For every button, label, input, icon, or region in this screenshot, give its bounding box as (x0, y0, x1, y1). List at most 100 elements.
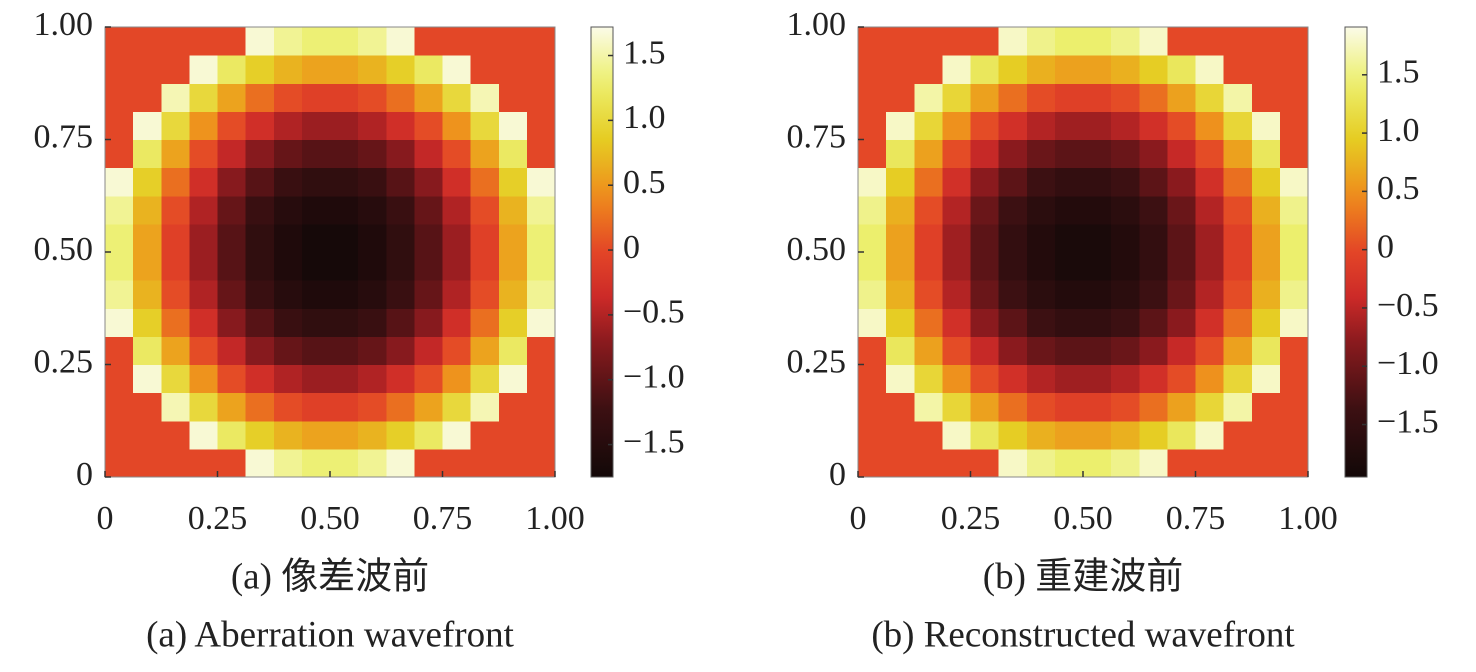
heatmap-cell (1139, 448, 1168, 478)
colorbar-tick-label: 0 (623, 229, 640, 266)
heatmap-cell (442, 55, 472, 84)
heatmap-cell (189, 139, 218, 169)
heatmap-cell (1167, 223, 1196, 253)
heatmap-cell (498, 223, 528, 253)
heatmap-cell (1083, 364, 1112, 394)
heatmap-cell (1195, 336, 1225, 365)
heatmap-cell (1111, 280, 1140, 309)
colorbar (1344, 26, 1368, 478)
heatmap-cell (301, 252, 331, 281)
heatmap-cell (470, 167, 500, 197)
heatmap-cell (970, 27, 1000, 56)
heatmap-cell (1195, 364, 1225, 394)
heatmap-cell (1195, 280, 1225, 309)
colorbar (590, 26, 614, 478)
heatmap-cell (1139, 111, 1168, 140)
heatmap-cell (217, 448, 247, 478)
heatmap-cell (301, 448, 331, 478)
heatmap-cell (358, 83, 387, 112)
heatmap-cell (1279, 111, 1309, 140)
heatmap-cell (1139, 27, 1168, 56)
heatmap-cell (1251, 420, 1281, 450)
heatmap-cell (161, 111, 190, 140)
heatmap-cell (1083, 420, 1112, 450)
heatmap-cell (442, 195, 472, 225)
heatmap-cell (970, 83, 1000, 112)
heatmap-cell (470, 55, 500, 84)
heatmap-cell (133, 280, 162, 309)
heatmap-cell (886, 252, 915, 281)
heatmap-cell (1251, 280, 1281, 309)
heatmap-cell (942, 55, 971, 84)
heatmap-cell (1111, 167, 1140, 197)
heatmap-cell (1083, 27, 1112, 56)
heatmap-cell (970, 308, 1000, 337)
heatmap-cell (1251, 308, 1281, 337)
heatmap-cell (470, 364, 500, 394)
heatmap-cell (273, 55, 303, 84)
heatmap-cell (886, 111, 915, 140)
heatmap-cell (914, 308, 943, 337)
heatmap-cell (358, 223, 387, 253)
heatmap-cell (1139, 139, 1168, 169)
heatmap-cell (1195, 167, 1225, 197)
heatmap-cell (1054, 83, 1084, 112)
heatmap-cell (1083, 195, 1112, 225)
heatmap-cell (998, 167, 1028, 197)
heatmap-cell (301, 167, 331, 197)
heatmap-cell (1251, 252, 1281, 281)
heatmap-cell (942, 448, 971, 478)
heatmap-cell (998, 223, 1028, 253)
heatmap-cell (245, 27, 275, 56)
heatmap-cell (1167, 364, 1196, 394)
heatmap-cell (1195, 420, 1225, 450)
heatmap-cell (273, 392, 303, 422)
heatmap-cell (442, 448, 472, 478)
heatmap-cell (470, 139, 500, 169)
heatmap-cell (1167, 308, 1196, 337)
heatmap-cell (1251, 139, 1281, 169)
heatmap-cell (858, 139, 887, 169)
heatmap-cell (914, 139, 943, 169)
heatmap-cell (386, 167, 415, 197)
heatmap-cell (133, 55, 162, 84)
heatmap-cell (498, 55, 528, 84)
heatmap-cell (886, 392, 915, 422)
heatmap-cell (386, 392, 415, 422)
x-tick-label: 0.50 (300, 500, 360, 537)
heatmap-cell (1279, 27, 1309, 56)
heatmap-cell (1054, 195, 1084, 225)
heatmap-cell (358, 111, 387, 140)
heatmap-cell (414, 27, 443, 56)
heatmap-cell (161, 223, 190, 253)
heatmap-cell (301, 364, 331, 394)
heatmap-cell (858, 392, 887, 422)
heatmap-cell (245, 111, 275, 140)
heatmap-cell (414, 111, 443, 140)
heatmap-cell (1054, 139, 1084, 169)
heatmap-cell (273, 420, 303, 450)
heatmap-cell (189, 392, 218, 422)
heatmap-cell (498, 252, 528, 281)
colorbar-tick-label: −1.5 (1377, 403, 1439, 440)
heatmap-cell (1054, 308, 1084, 337)
heatmap-cell (526, 448, 556, 478)
heatmap-cell (217, 308, 247, 337)
heatmap-cell (301, 280, 331, 309)
heatmap-cell (105, 420, 134, 450)
x-tick-label: 0.75 (1166, 500, 1226, 537)
heatmap-cell (1026, 83, 1056, 112)
heatmap-cell (858, 308, 887, 337)
heatmap-cell (998, 195, 1028, 225)
heatmap-cell (998, 83, 1028, 112)
heatmap-cell (1111, 392, 1140, 422)
heatmap-cell (1026, 392, 1056, 422)
heatmap-cell (161, 252, 190, 281)
heatmap-cell (914, 195, 943, 225)
heatmap-cell (273, 27, 303, 56)
heatmap-cell (1251, 27, 1281, 56)
heatmap-cell (470, 252, 500, 281)
heatmap-cell (470, 420, 500, 450)
heatmap-cell (1167, 195, 1196, 225)
heatmap-cell (245, 364, 275, 394)
